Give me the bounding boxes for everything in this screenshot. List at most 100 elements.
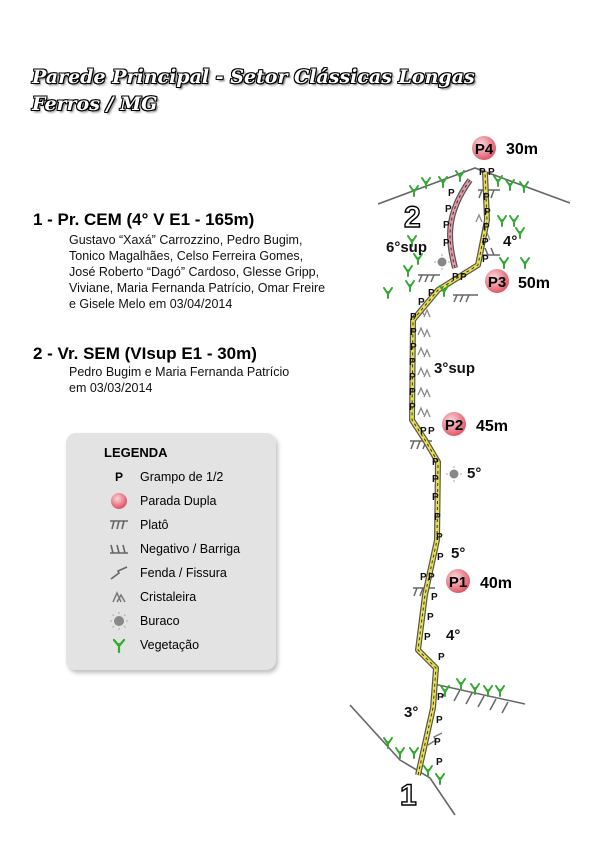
- vegetation-icon: [495, 685, 505, 697]
- bolt-icon: P: [436, 715, 443, 726]
- route-1-line: [409, 171, 490, 776]
- bolt-icon: P: [428, 572, 435, 583]
- legend-label: Negativo / Barriga: [140, 542, 241, 556]
- hole-icon: [446, 466, 462, 482]
- legend-item-bolt: P Grampo de 1/2: [104, 467, 274, 487]
- vegetation-icon: [395, 747, 405, 759]
- vegetation-icon: [383, 737, 393, 749]
- terrain: [349, 167, 571, 816]
- bolt-icon: P: [488, 167, 495, 178]
- bolt-icon: P: [484, 207, 491, 218]
- crack-marks: [427, 732, 443, 746]
- route-2-name: 2 - Vr. SEM (VIsup E1 - 30m): [33, 344, 257, 363]
- vegetation-icon: [407, 235, 417, 247]
- summit-ridge-line: [377, 167, 571, 205]
- legend-panel: LEGENDA P Grampo de 1/2 Parada Dupla Pla…: [66, 433, 276, 670]
- grade-label: 3°: [404, 704, 418, 721]
- bolt-icon: P: [437, 552, 444, 563]
- bolt-icon: P: [432, 474, 439, 485]
- legend-label: Grampo de 1/2: [140, 470, 224, 484]
- vegetation-icon: [421, 177, 431, 189]
- belay-p1: P1 40m: [446, 569, 512, 593]
- vegetation-icon: [423, 765, 433, 777]
- legend-label: Buraco: [140, 614, 180, 628]
- bolt-icon: P: [482, 254, 489, 265]
- route-2-line: [447, 178, 473, 269]
- base-terrain-line: [349, 704, 456, 816]
- vegetation-icon: [470, 683, 480, 695]
- vegetation-icon: [509, 215, 519, 227]
- legend-item-hole: Buraco: [104, 611, 274, 631]
- bolt-icon: P: [431, 592, 438, 603]
- ledge-icon: [104, 515, 134, 535]
- vegetation-icon: [483, 685, 493, 697]
- route-1-number: 1: [400, 779, 417, 812]
- legend-item-overhang: Negativo / Barriga: [104, 539, 274, 559]
- vegetation-icon: [409, 185, 419, 197]
- bolt-icon: P: [434, 737, 441, 748]
- bolt-icon: P: [437, 692, 444, 703]
- legend-label: Vegetação: [140, 638, 200, 652]
- ledge-icon: [478, 189, 500, 199]
- vegetation-icon: [505, 179, 515, 191]
- legend-title: LEGENDA: [104, 445, 168, 460]
- bolt-icon: P: [452, 272, 459, 283]
- crack-icon: [427, 732, 443, 746]
- belay-p4: P4 30m: [472, 136, 538, 160]
- crystal-icon: [104, 587, 134, 607]
- legend-item-vegetation: Vegetação: [104, 635, 274, 655]
- vegetation-icon: [435, 773, 445, 785]
- ledge-icon: [453, 294, 478, 303]
- anchor-icon: [442, 412, 466, 436]
- bolt-icon: P: [409, 387, 416, 398]
- vegetation-icon: [493, 175, 503, 187]
- page-subtitle: Ferros / MG: [32, 93, 158, 115]
- route-2-number: 2: [404, 201, 421, 234]
- belay-label: P2: [445, 417, 463, 434]
- belay-label: P3: [488, 274, 506, 291]
- crack-icon: [104, 563, 134, 583]
- bolt-icon: P: [410, 312, 417, 323]
- overhang-icon: [104, 539, 134, 559]
- bolt-icon: P: [443, 220, 450, 231]
- bolt-icon: P: [410, 342, 417, 353]
- vegetation-icon: [383, 287, 393, 299]
- vegetation-icon: [440, 685, 450, 697]
- bolt-icon: P: [409, 372, 416, 383]
- bolt-icon: P: [428, 288, 435, 299]
- anchor-icon: [472, 136, 496, 160]
- hole-marks: [434, 254, 462, 482]
- vegetation-icon: [403, 265, 413, 277]
- vegetation-icon: [456, 678, 466, 690]
- vegetation-icon: [413, 253, 423, 265]
- grade-label: 6°sup: [386, 239, 427, 256]
- vegetation-icon: [519, 181, 529, 193]
- page-title: Parede Principal - Setor Clássicas Longa…: [32, 66, 475, 88]
- bolt-icon: P: [409, 402, 416, 413]
- vegetation-icon: [104, 635, 134, 655]
- legend-item-crack: Fenda / Fissura: [104, 563, 274, 583]
- vegetation-icon: [520, 257, 530, 269]
- bolt-icon: P: [460, 272, 467, 283]
- vegetation-icon: [438, 176, 448, 188]
- bolt-icon: P: [432, 457, 439, 468]
- bolt-icon: P: [410, 327, 417, 338]
- belay-length: 30m: [506, 141, 538, 158]
- bolt-icon: P: [432, 492, 439, 503]
- grade-label: 5°: [467, 465, 481, 482]
- legend-label: Parada Dupla: [140, 494, 217, 508]
- bolt-icon: P: [418, 297, 425, 308]
- vegetation-icon: [497, 215, 507, 227]
- bolt-icon: P: [448, 188, 455, 199]
- anchor-icon: [446, 569, 470, 593]
- legend-item-ledge: Platô: [104, 515, 274, 535]
- vegetation-icon: [455, 170, 465, 182]
- bolt-icon: P: [424, 632, 431, 643]
- anchor-icon: [485, 269, 509, 293]
- grade-label: 5°: [451, 545, 465, 562]
- bolt-icon: P: [436, 532, 443, 543]
- vegetation-icon: [499, 257, 509, 269]
- bolt-icon: P: [483, 222, 490, 233]
- bolt-icon: P: [443, 238, 450, 249]
